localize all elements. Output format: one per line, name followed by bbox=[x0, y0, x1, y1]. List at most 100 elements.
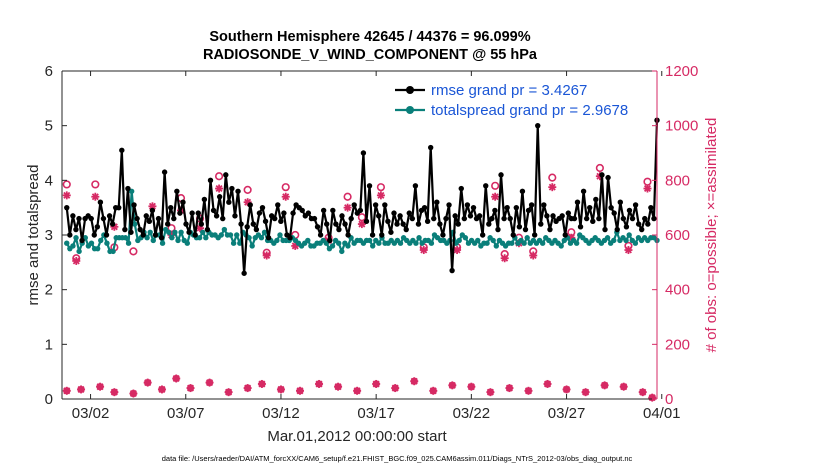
obs-assimilated-marker bbox=[262, 251, 271, 260]
rmse-point bbox=[360, 150, 367, 156]
rmse-point bbox=[541, 202, 547, 208]
rmse-point bbox=[593, 196, 599, 203]
rmse-point bbox=[103, 232, 110, 238]
obs-assimilated-marker bbox=[624, 246, 633, 255]
rmse-point bbox=[372, 202, 379, 208]
obs-assimilated-marker bbox=[62, 191, 71, 200]
rmse-point bbox=[587, 204, 593, 211]
obs-assimilated-marker bbox=[643, 184, 652, 193]
rmse-point bbox=[299, 207, 305, 214]
rmse-point bbox=[635, 221, 642, 227]
rmse-point bbox=[415, 221, 422, 227]
obs-low-possible-marker bbox=[505, 384, 514, 392]
rmse-point bbox=[547, 226, 553, 233]
obs-possible-marker bbox=[595, 163, 604, 173]
obs-low-possible-marker bbox=[582, 388, 590, 396]
rmse-point bbox=[204, 226, 211, 233]
rmse-point bbox=[106, 213, 113, 219]
obs-low-possible-marker bbox=[620, 383, 628, 391]
rmse-point bbox=[278, 218, 284, 225]
rmse-point bbox=[642, 215, 648, 222]
rmse-point bbox=[210, 207, 217, 214]
rmse-point bbox=[639, 226, 645, 233]
obs-low-possible-marker bbox=[186, 384, 195, 392]
totalspread-point bbox=[98, 237, 104, 244]
rmse-point bbox=[562, 232, 568, 238]
series-layer bbox=[64, 117, 660, 276]
obs-low-possible-marker bbox=[648, 394, 656, 402]
rmse-point bbox=[256, 210, 263, 216]
rmse-point bbox=[232, 213, 238, 219]
rmse-point bbox=[596, 215, 602, 222]
rmse-point bbox=[412, 183, 419, 189]
rmse-point bbox=[608, 204, 614, 211]
totalspread-point bbox=[104, 240, 110, 246]
rmse-point bbox=[513, 204, 520, 211]
rmse-point bbox=[458, 185, 464, 192]
obs-low-possible-marker bbox=[129, 389, 137, 398]
rmse-point bbox=[348, 215, 354, 222]
totalspread-point bbox=[94, 245, 101, 252]
x-tick-label: 03/22 bbox=[453, 405, 491, 422]
totalspread-point bbox=[64, 240, 70, 246]
rmse-point bbox=[391, 210, 397, 216]
totalspread-point bbox=[175, 237, 181, 244]
rmse-point bbox=[290, 210, 296, 216]
obs-low-possible-marker bbox=[258, 380, 266, 388]
totalspread-point bbox=[178, 229, 184, 235]
rmse-point bbox=[174, 188, 180, 194]
legend-spread-label: totalspread grand pr = 2.9678 bbox=[431, 102, 628, 119]
rmse-point bbox=[605, 174, 611, 181]
totalspread-point bbox=[261, 229, 268, 235]
rmse-point bbox=[495, 226, 501, 233]
rmse-point bbox=[220, 215, 226, 222]
rmse-point bbox=[125, 185, 131, 192]
x-tick-label: 04/01 bbox=[643, 405, 681, 422]
obs-possible-marker bbox=[129, 247, 138, 256]
obs-low-possible-marker bbox=[486, 388, 494, 396]
axes-ticks-layer: 03/02 03/07 03/12 03/17 03/22 03/27 04/0101234… bbox=[45, 63, 699, 422]
legend: rmse grand pr = 3.4267 totalspread grand… bbox=[395, 82, 628, 119]
totalspread-point bbox=[230, 240, 237, 246]
totalspread-point bbox=[132, 221, 138, 227]
totalspread-point bbox=[632, 240, 639, 246]
y-tick-label: 2 bbox=[45, 282, 53, 299]
obs-low-possible-marker bbox=[96, 383, 104, 391]
rmse-point bbox=[201, 196, 208, 203]
rmse-point bbox=[577, 224, 584, 230]
rmse-point bbox=[339, 213, 345, 219]
rmse-point bbox=[155, 215, 162, 222]
rmse-point bbox=[409, 215, 416, 222]
rmse-point bbox=[253, 226, 260, 233]
rmse-point bbox=[614, 226, 620, 233]
obs-low-possible-marker bbox=[353, 387, 361, 395]
rmse-point bbox=[400, 221, 406, 227]
rmse-point bbox=[470, 204, 477, 211]
rmse-point bbox=[611, 210, 617, 216]
rmse-point bbox=[171, 215, 177, 222]
rmse-point bbox=[97, 199, 104, 205]
rmse-point bbox=[461, 215, 468, 222]
rmse-point bbox=[440, 232, 446, 238]
rmse-point bbox=[632, 202, 639, 208]
totalspread-point bbox=[128, 188, 135, 194]
x-tick-label: 03/02 bbox=[72, 405, 110, 422]
rmse-point bbox=[67, 232, 73, 238]
rmse-point bbox=[385, 218, 391, 225]
totalspread-point bbox=[305, 237, 311, 244]
totalspread-point bbox=[573, 240, 580, 246]
rmse-point bbox=[161, 169, 168, 175]
rmse-point bbox=[238, 221, 244, 227]
rmse-point bbox=[180, 199, 186, 205]
rmse-point bbox=[281, 210, 287, 216]
rmse-point bbox=[330, 207, 336, 214]
rmse-point bbox=[538, 221, 544, 227]
rmse-point bbox=[189, 210, 195, 216]
totalspread-point bbox=[258, 235, 265, 241]
rmse-point bbox=[195, 210, 201, 216]
totalspread-point bbox=[227, 232, 234, 238]
rmse-point bbox=[504, 204, 510, 211]
rmse-point bbox=[149, 207, 156, 214]
obs-assimilated-marker bbox=[491, 192, 500, 201]
